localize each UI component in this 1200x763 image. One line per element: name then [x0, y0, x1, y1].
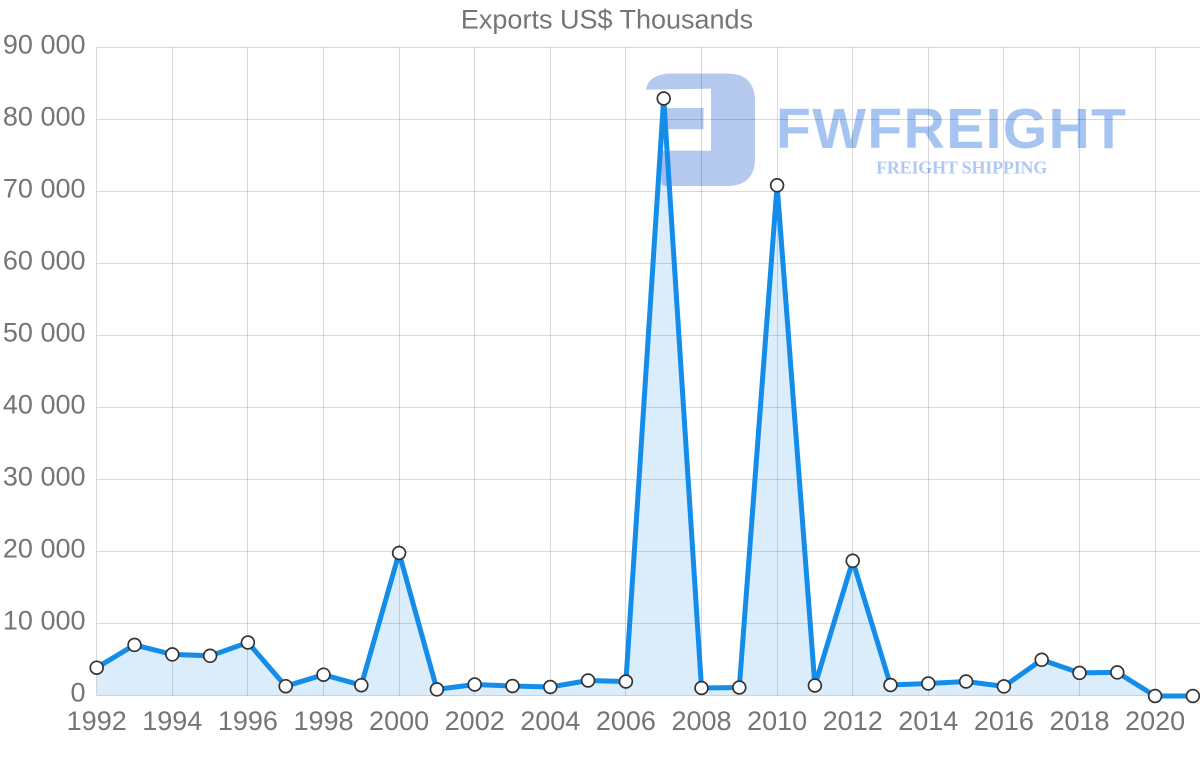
- svg-text:2010: 2010: [747, 706, 807, 736]
- svg-text:70 000: 70 000: [3, 174, 86, 204]
- svg-text:20 000: 20 000: [3, 534, 86, 564]
- svg-text:2000: 2000: [369, 706, 429, 736]
- svg-text:50 000: 50 000: [3, 318, 86, 348]
- svg-text:90 000: 90 000: [3, 30, 86, 60]
- svg-text:2006: 2006: [596, 706, 656, 736]
- svg-text:80 000: 80 000: [3, 102, 86, 132]
- svg-text:1994: 1994: [142, 706, 202, 736]
- svg-text:2018: 2018: [1049, 706, 1109, 736]
- svg-text:0: 0: [70, 678, 85, 708]
- svg-text:60 000: 60 000: [3, 246, 86, 276]
- svg-text:30 000: 30 000: [3, 462, 86, 492]
- svg-text:FWFREIGHT: FWFREIGHT: [776, 97, 1127, 161]
- svg-text:10 000: 10 000: [3, 606, 86, 636]
- svg-text:1992: 1992: [67, 706, 127, 736]
- svg-text:2020: 2020: [1125, 706, 1185, 736]
- svg-text:Exports US$ Thousands: Exports US$ Thousands: [461, 5, 753, 35]
- svg-text:2008: 2008: [671, 706, 731, 736]
- svg-text:40 000: 40 000: [3, 390, 86, 420]
- svg-text:2016: 2016: [974, 706, 1034, 736]
- svg-text:2012: 2012: [823, 706, 883, 736]
- svg-text:FREIGHT SHIPPING: FREIGHT SHIPPING: [876, 158, 1047, 178]
- svg-text:2002: 2002: [445, 706, 505, 736]
- svg-text:2014: 2014: [898, 706, 958, 736]
- svg-text:2004: 2004: [520, 706, 580, 736]
- svg-text:1998: 1998: [293, 706, 353, 736]
- svg-text:1996: 1996: [218, 706, 278, 736]
